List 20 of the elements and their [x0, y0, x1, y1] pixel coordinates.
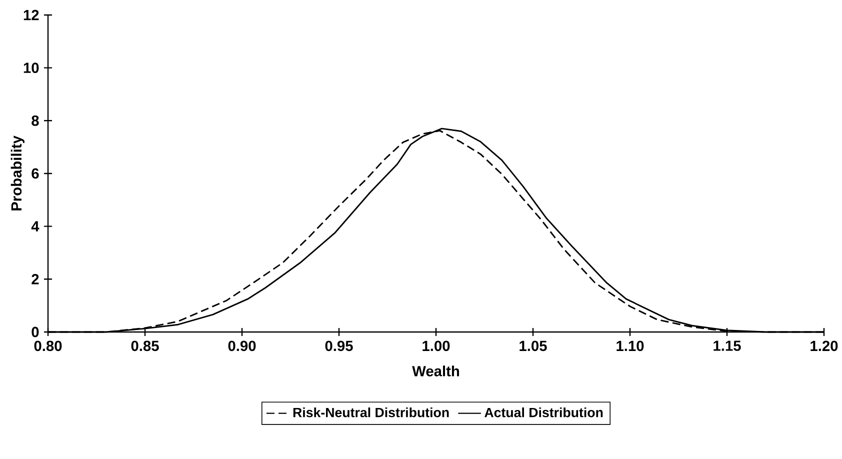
- x-tick-label: 1.15: [714, 340, 741, 351]
- x-tick-label: 1.00: [422, 340, 450, 352]
- legend-label: Actual Distribution: [484, 407, 603, 418]
- legend-label: Risk-Neutral Distribution: [293, 407, 449, 418]
- x-tick-label: 0.90: [228, 340, 256, 352]
- x-tick-label: 1.20: [810, 340, 838, 352]
- y-axis-title: Probability: [10, 136, 24, 210]
- y-tick-label: 12: [24, 10, 39, 20]
- y-tick-label: 4: [31, 221, 40, 232]
- x-tick-label: 0.95: [325, 340, 353, 352]
- x-tick-label: 0.80: [34, 340, 62, 352]
- y-tick-label: 2: [32, 274, 39, 284]
- y-tick-label: 0: [32, 326, 39, 338]
- x-tick-label: 1.05: [520, 340, 547, 352]
- x-axis-title: Wealth: [412, 366, 459, 376]
- y-tick-label: 8: [32, 115, 39, 126]
- x-tick-label: 0.85: [131, 340, 159, 352]
- y-tick-label: 6: [32, 168, 39, 179]
- y-tick-label: 10: [24, 62, 39, 74]
- x-tick-label: 1.10: [616, 340, 644, 352]
